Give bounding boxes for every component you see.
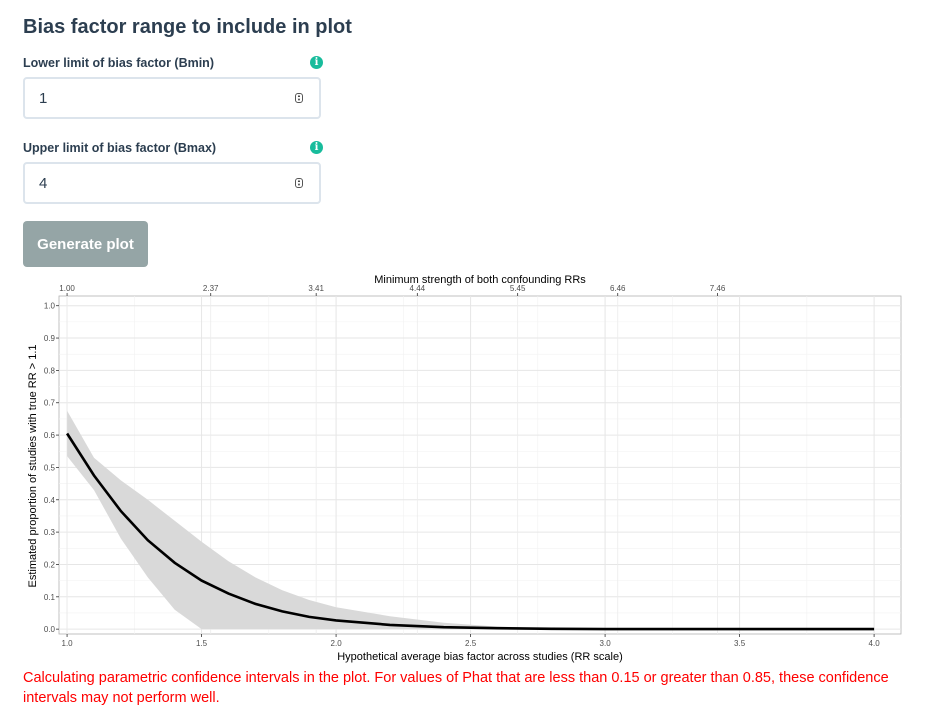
y-tick-label: 0.8	[44, 366, 56, 375]
y-tick-label: 0.0	[44, 625, 56, 634]
plot-axes: 1.0 1.5 2.0 2.5 3.0 3.5 4.0 1.00 2.37 3.41 4.44 5.4…	[44, 284, 880, 648]
y-tick-label: 0.9	[44, 334, 56, 343]
y-tick-label: 1.0	[44, 302, 56, 311]
bmin-info-icon[interactable]: i	[310, 56, 323, 69]
bmin-input-box[interactable]: ▲▼	[23, 77, 321, 119]
x-tick-label: 2.0	[331, 639, 343, 648]
top-tick-label: 2.37	[203, 284, 219, 293]
x-axis-title: Hypothetical average bias factor across …	[337, 651, 623, 663]
ci-warning-text: Calculating parametric confidence interv…	[23, 670, 889, 706]
bias-plot: 1.0 1.5 2.0 2.5 3.0 3.5 4.0 1.00 2.37 3.41 4.44 5.4…	[27, 274, 902, 663]
x-tick-label: 1.0	[62, 639, 74, 648]
bmax-spinner-icon[interactable]: ▲ ▼	[295, 178, 303, 188]
section-title: Bias factor range to include in plot	[23, 16, 352, 38]
bmax-input-box[interactable]: ▲▼	[23, 162, 321, 204]
top-tick-label: 6.46	[610, 284, 626, 293]
x-tick-label: 4.0	[869, 639, 881, 648]
generate-plot-button[interactable]: Generate plot	[23, 221, 148, 267]
y-axis-title: Estimated proportion of studies with tru…	[27, 344, 39, 587]
bmin-input[interactable]	[25, 79, 299, 117]
x-tick-label: 3.0	[600, 639, 612, 648]
y-tick-label: 0.7	[44, 399, 56, 408]
bmin-label: Lower limit of bias factor (Bmin)	[23, 56, 214, 70]
y-tick-label: 0.5	[44, 463, 56, 472]
top-tick-label: 7.46	[710, 284, 726, 293]
x-tick-label: 3.5	[734, 639, 746, 648]
y-tick-label: 0.6	[44, 431, 56, 440]
x-tick-label: 1.5	[196, 639, 208, 648]
top-tick-label: 4.44	[410, 284, 426, 293]
bmax-info-icon[interactable]: i	[310, 141, 323, 154]
top-tick-label: 3.41	[308, 284, 324, 293]
y-tick-label: 0.3	[44, 528, 56, 537]
top-tick-label: 1.00	[59, 284, 75, 293]
bmin-spinner-icon[interactable]: ▲ ▼	[295, 93, 303, 103]
y-tick-label: 0.2	[44, 560, 56, 569]
y-tick-label: 0.4	[44, 496, 56, 505]
bmax-input[interactable]	[25, 164, 299, 202]
y-tick-label: 0.1	[44, 593, 56, 602]
x-tick-label: 2.5	[465, 639, 477, 648]
top-tick-label: 5.45	[510, 284, 526, 293]
top-axis-title: Minimum strength of both confounding RRs	[374, 274, 586, 286]
estimate-curve	[66, 432, 875, 631]
bmax-label: Upper limit of bias factor (Bmax)	[23, 141, 217, 155]
